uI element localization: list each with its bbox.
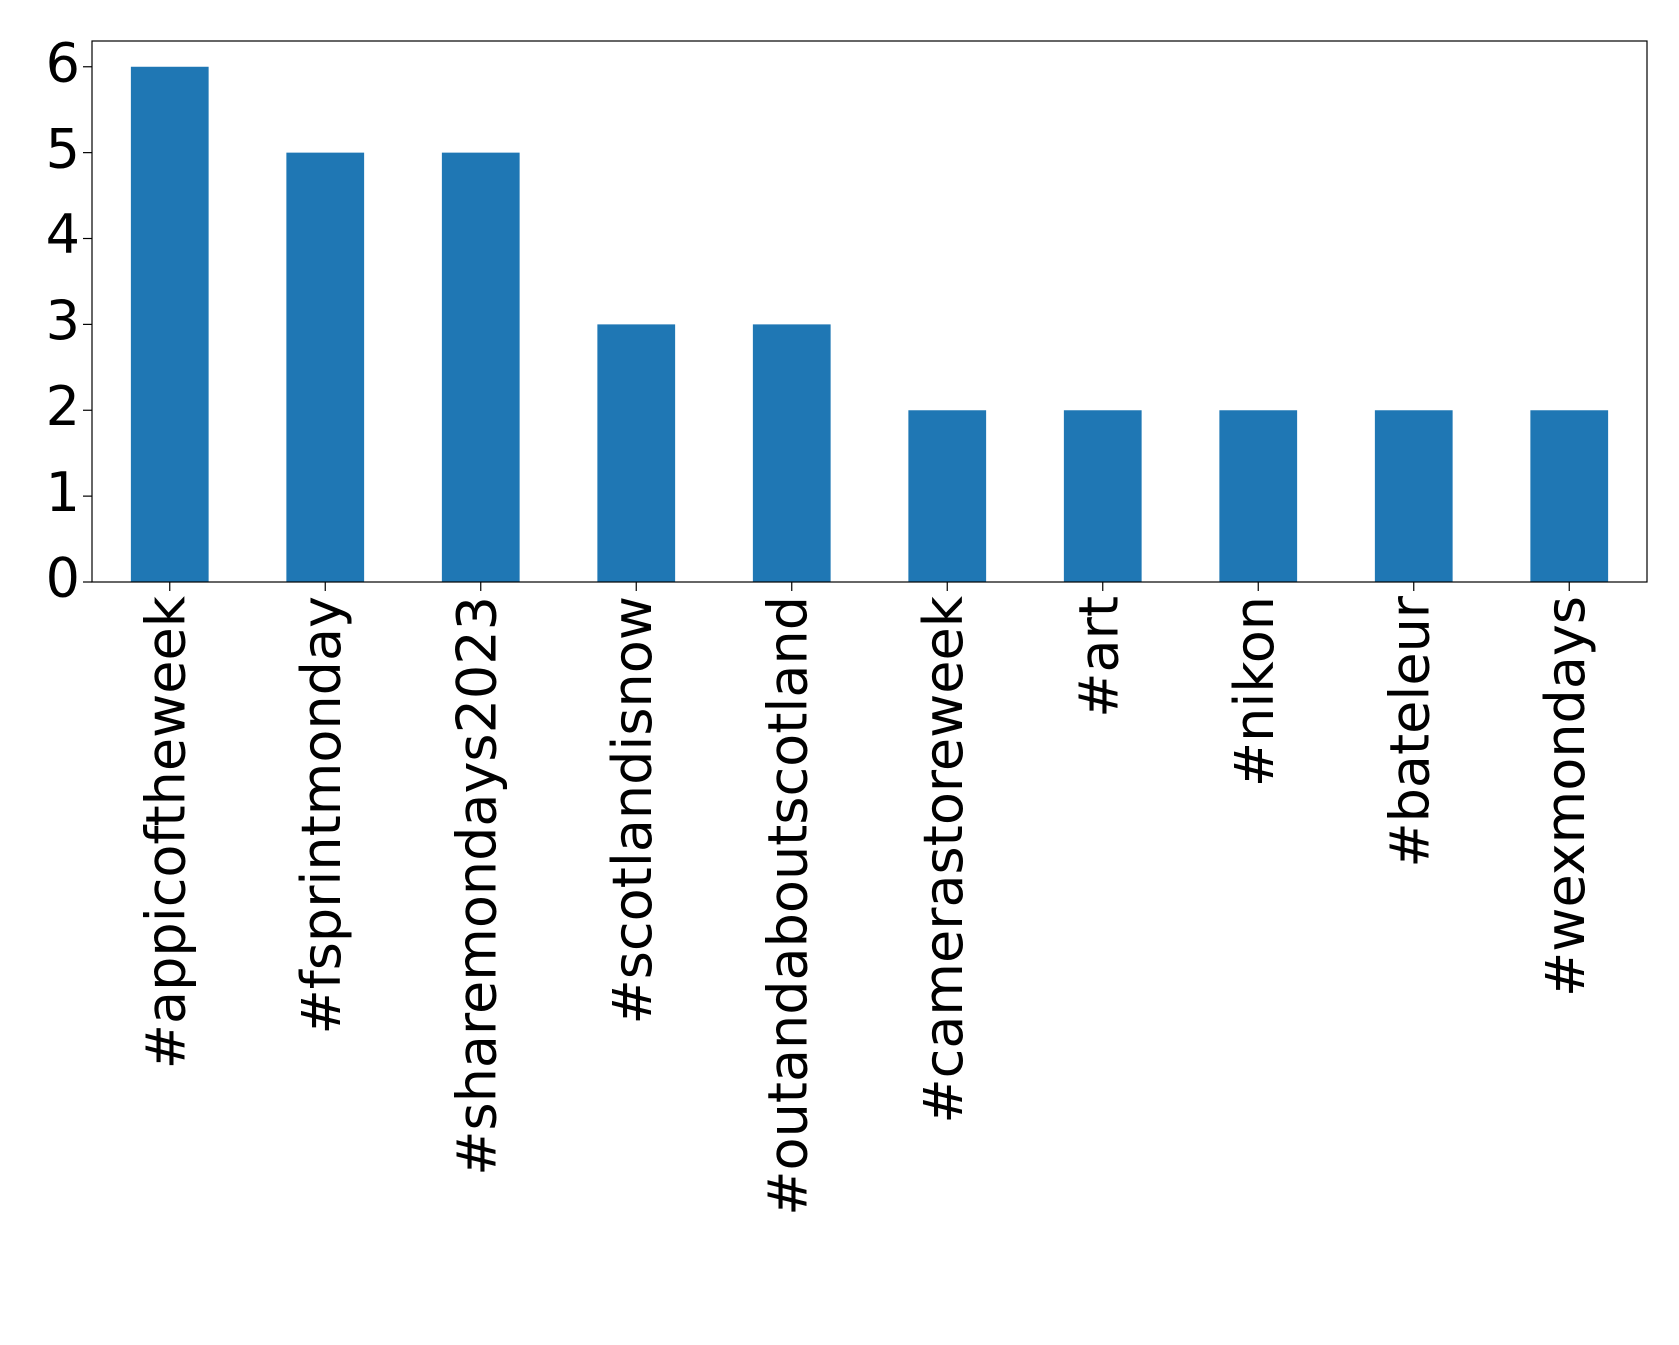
y-tick-label: 0 <box>46 547 80 610</box>
y-tick-label: 2 <box>46 375 80 438</box>
x-tick-label: #camerastoreweek <box>912 595 975 1123</box>
y-tick-label: 1 <box>46 461 80 524</box>
x-tick-label: #wexmondays <box>1534 596 1597 997</box>
y-tick-label: 4 <box>46 203 80 266</box>
x-tick-label: #art <box>1067 596 1130 718</box>
x-tick-label: #outandaboutscotland <box>756 596 819 1216</box>
y-tick-label: 6 <box>46 31 80 94</box>
y-tick-label: 3 <box>46 289 80 352</box>
x-tick-label: #scotlandisnow <box>601 596 664 1024</box>
x-tick-label: #sharemondays2023 <box>445 596 508 1176</box>
bar <box>908 410 987 582</box>
bar <box>1063 410 1142 582</box>
x-tick-label: #nikon <box>1223 596 1286 787</box>
x-tick-label: #fsprintmonday <box>290 596 353 1034</box>
bar <box>752 324 831 582</box>
plot-frame <box>91 40 1648 583</box>
bar <box>1219 410 1298 582</box>
bar <box>1374 410 1453 582</box>
x-tick-label: #appicoftheweek <box>134 595 197 1069</box>
bar <box>1530 410 1609 582</box>
bar <box>130 66 209 582</box>
y-tick-label: 5 <box>46 117 80 180</box>
bar <box>597 324 676 582</box>
bar <box>286 152 365 582</box>
bar <box>441 152 520 582</box>
x-tick-label: #bateleur <box>1378 595 1441 867</box>
